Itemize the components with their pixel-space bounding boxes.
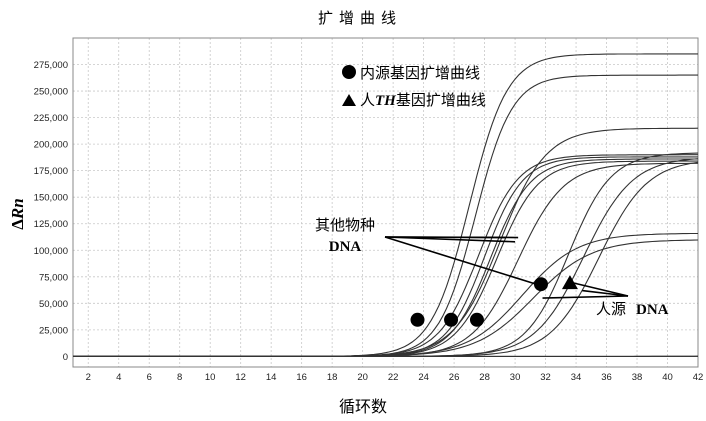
legend-triangle-prefix: 人: [360, 91, 375, 109]
y-tick-label: 50,000: [39, 299, 68, 310]
annotation-pointer: [542, 295, 629, 299]
plot-frame: [72, 37, 699, 368]
annotation-other-species-dna: DNA: [329, 239, 362, 255]
series-line: [73, 232, 698, 357]
circle-marker: [533, 277, 548, 292]
annotation-pointer: [384, 236, 519, 239]
x-tick-label: 26: [449, 372, 460, 383]
series-line: [73, 162, 698, 357]
legend-triangle-marker: [342, 94, 356, 106]
legend-triangle-th: TH: [375, 93, 397, 109]
triangle-marker: [561, 275, 578, 290]
y-tick-label: 250,000: [34, 87, 68, 98]
x-tick-label: 24: [418, 372, 429, 383]
x-tick-label: 10: [205, 372, 216, 383]
x-tick-label: 14: [266, 372, 277, 383]
circle-marker: [410, 312, 425, 327]
annotation-human-source-dna: DNA: [636, 302, 669, 318]
x-tick-label: 34: [571, 372, 582, 383]
series-line: [73, 152, 699, 357]
x-tick-label: 32: [540, 372, 551, 383]
legend-circle-marker: [342, 65, 356, 79]
legend-entry-triangle: 人TH基因扩增曲线: [360, 91, 486, 109]
y-tick-label: 200,000: [34, 140, 68, 151]
y-tick-label: 100,000: [34, 246, 68, 257]
chart-title: 扩增曲线: [318, 9, 402, 27]
legend-entry-circle: 内源基因扩增曲线: [360, 64, 480, 82]
grid: [73, 38, 699, 367]
series-line: [73, 156, 698, 357]
x-axis-label: 循环数: [339, 397, 387, 416]
y-tick-label: 175,000: [34, 166, 68, 177]
x-tick-label: 6: [147, 372, 152, 383]
x-tick-label: 8: [177, 372, 182, 383]
legend: 内源基因扩增曲线 人TH基因扩增曲线: [342, 64, 486, 109]
x-tick-label: 20: [357, 372, 368, 383]
series-line: [73, 161, 699, 357]
x-tick-label: 22: [388, 372, 399, 383]
x-tick-label: 42: [693, 372, 704, 383]
x-tick-label: 38: [632, 372, 643, 383]
x-axis-ticks: 2 4 6 8 10 12 14 16 18 20 22 24 26 28 30 32 34 36 38 40 42: [86, 372, 704, 383]
x-tick-label: 4: [116, 372, 121, 383]
series-line: [73, 239, 699, 357]
x-tick-label: 28: [479, 372, 490, 383]
y-tick-label: 25,000: [39, 325, 68, 336]
series-lines: [73, 53, 699, 357]
circle-marker: [444, 312, 459, 327]
x-tick-label: 30: [510, 372, 521, 383]
markers: [410, 275, 578, 327]
y-tick-label: 0: [63, 352, 68, 363]
y-axis-label-rn: Rn: [8, 198, 27, 220]
annotation-human-source: 人源: [596, 300, 626, 318]
annotation-pointer: [384, 236, 537, 285]
legend-triangle-suffix: 基因扩增曲线: [396, 91, 486, 109]
annotation-pointer: [569, 281, 629, 297]
x-tick-label: 36: [601, 372, 612, 383]
x-tick-label: 40: [662, 372, 673, 383]
y-axis-label-prefix: Δ: [8, 219, 27, 230]
y-tick-label: 125,000: [34, 219, 68, 230]
series-line: [73, 158, 699, 357]
x-tick-label: 12: [235, 372, 246, 383]
circle-marker: [469, 312, 484, 327]
series-line: [73, 160, 698, 357]
annotation-other-species: 其他物种: [315, 216, 375, 234]
x-tick-label: 18: [327, 372, 338, 383]
x-tick-label: 2: [86, 372, 91, 383]
y-axis-label: ΔRn: [8, 198, 27, 229]
y-tick-label: 225,000: [34, 113, 68, 124]
annotation-pointer: [582, 289, 629, 297]
y-tick-label: 275,000: [34, 60, 68, 71]
y-axis-ticks: 0 25,000 50,000 75,000 100,000 125,000 150,000…: [34, 60, 68, 363]
x-tick-label: 16: [296, 372, 307, 383]
y-tick-label: 150,000: [34, 193, 68, 204]
y-tick-label: 75,000: [39, 272, 68, 283]
series-line: [73, 158, 698, 357]
annotation-lines: [384, 236, 629, 299]
